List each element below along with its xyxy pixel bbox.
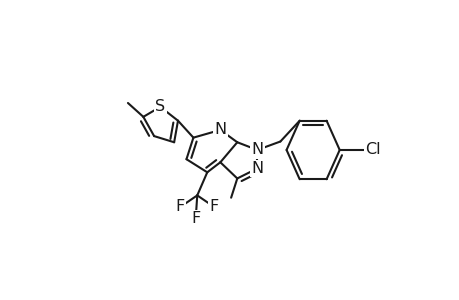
Text: F: F xyxy=(175,200,185,214)
Text: N: N xyxy=(214,122,226,137)
Text: F: F xyxy=(190,211,200,226)
Text: Cl: Cl xyxy=(364,142,380,158)
Text: N: N xyxy=(251,142,263,158)
Text: S: S xyxy=(155,99,165,114)
Text: F: F xyxy=(209,200,218,214)
Text: N: N xyxy=(251,161,263,176)
